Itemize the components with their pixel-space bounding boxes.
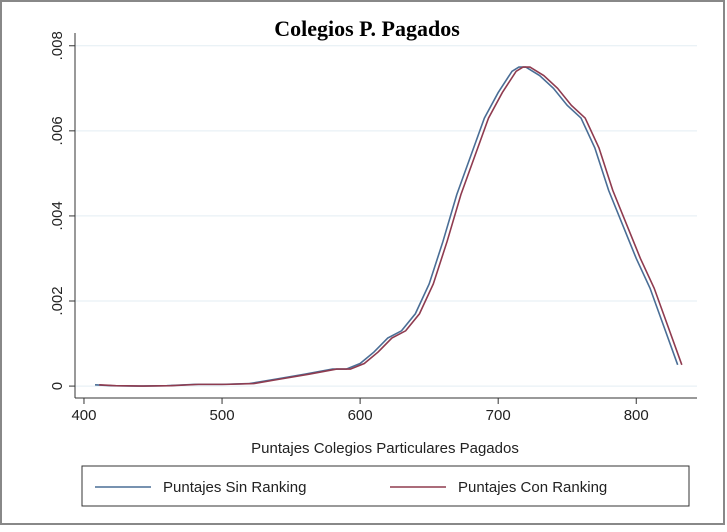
- y-tick-label: .004: [49, 201, 66, 230]
- legend-box: [81, 465, 690, 507]
- legend-label: Puntajes Sin Ranking: [163, 479, 306, 496]
- y-tick-label: .002: [49, 286, 66, 315]
- x-tick-label: 700: [486, 407, 511, 424]
- legend-label: Puntajes Con Ranking: [458, 479, 607, 496]
- line: [99, 66, 683, 387]
- y-tick-label: .008: [49, 31, 66, 60]
- x-tick-label: 600: [348, 407, 373, 424]
- x-tick-label: 500: [210, 407, 235, 424]
- y-tick-label: 0: [49, 382, 66, 390]
- chart-title: Colegios P. Pagados: [274, 16, 460, 41]
- x-tick-label: 800: [624, 407, 649, 424]
- x-tick-label: 400: [71, 407, 96, 424]
- y-tick-label: .006: [49, 116, 66, 145]
- x-axis-label: Puntajes Colegios Particulares Pagados: [251, 440, 519, 457]
